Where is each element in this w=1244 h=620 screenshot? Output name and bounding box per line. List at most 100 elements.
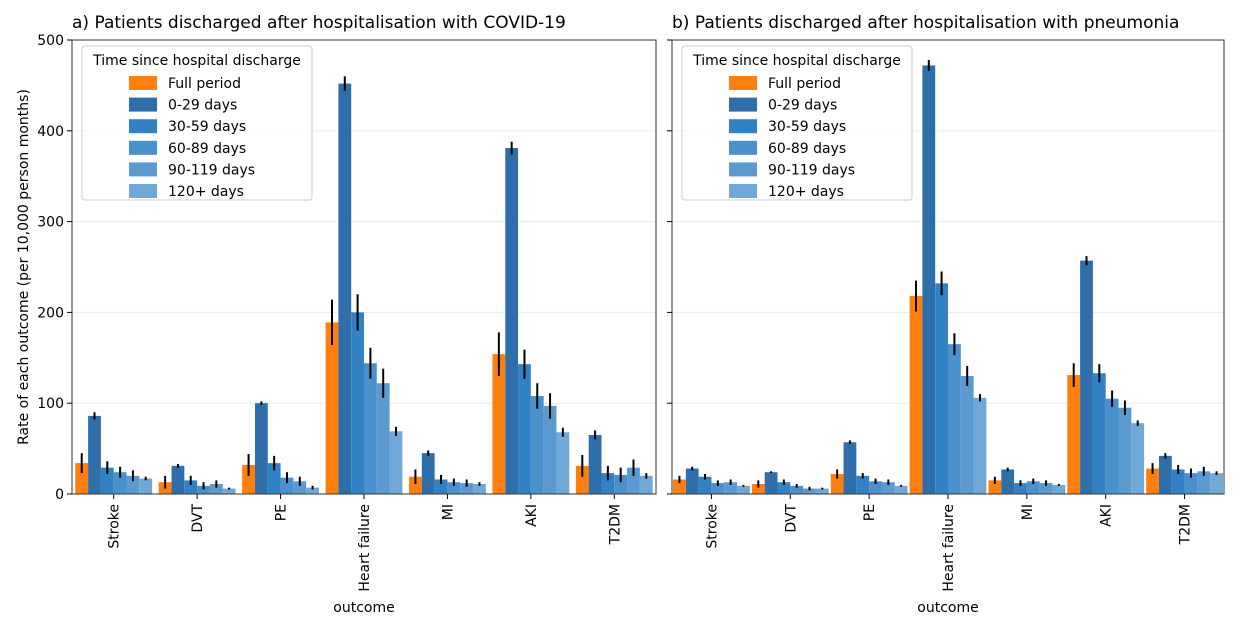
panel-a-bar <box>530 395 544 494</box>
panel-b-bar <box>988 480 1002 494</box>
panel-b-bar <box>1131 423 1145 494</box>
panel-b-legend-label: Full period <box>768 76 841 92</box>
panel-b-bar <box>764 472 778 494</box>
panel-b-bar <box>724 482 738 494</box>
panel-b-x-tick-label: AKI <box>1099 504 1115 527</box>
panel-a-bar <box>306 487 319 494</box>
panel-a-bar <box>113 472 127 494</box>
panel-a-x-axis-label: outcome <box>333 600 394 616</box>
panel-b-x-axis-label: outcome <box>917 600 978 616</box>
panel-a-legend-label: 30-59 days <box>168 119 246 135</box>
panel-a-bar <box>222 488 236 494</box>
panel-b-legend-title: Time since hospital discharge <box>692 53 901 69</box>
panel-a-bar <box>447 482 461 494</box>
panel-b-bar <box>1039 483 1053 494</box>
panel-b-bar <box>909 296 923 494</box>
panel-b-legend-label: 60-89 days <box>768 141 846 157</box>
panel-a-bar <box>505 148 519 494</box>
panel-a-legend-swatch <box>129 184 157 198</box>
panel-b-bar <box>948 344 961 494</box>
panel-b-bar <box>1158 455 1172 494</box>
panel-a-y-tick-label: 300 <box>37 215 64 231</box>
y-axis-label: Rate of each outcome (per 10,000 person … <box>16 89 32 445</box>
panel-a-legend-swatch <box>129 97 157 112</box>
panel-b-bar <box>1210 473 1223 494</box>
panel-a-bar <box>267 463 281 494</box>
panel-a-bar <box>639 475 653 494</box>
panel-a-legend-swatch <box>129 76 157 90</box>
panel-b-bar <box>881 482 895 494</box>
panel-a-bar <box>100 467 114 494</box>
panel-b-bar <box>1052 484 1066 494</box>
panel-b-bar <box>1014 483 1027 494</box>
panel-b-bar <box>1080 260 1093 494</box>
panel-a-y-tick-label: 100 <box>37 396 64 412</box>
panel-b-bar <box>685 468 699 494</box>
panel-b-x-tick-label: DVT <box>783 504 799 533</box>
panel-a-y-tick-label: 400 <box>37 124 64 140</box>
panel-b-bar <box>973 397 987 494</box>
panel-b-bar <box>673 479 686 494</box>
panel-a-bar <box>421 453 435 494</box>
panel-a-bar <box>601 473 615 494</box>
panel-b-legend-label: 30-59 days <box>768 119 846 135</box>
panel-a-bar <box>197 485 210 494</box>
panel-a-x-tick-label: AKI <box>524 504 540 527</box>
panel-b-bar <box>803 488 816 494</box>
panel-b-legend-swatch <box>729 97 757 112</box>
panel-b-bar <box>751 484 765 494</box>
panel-b-bar <box>830 474 844 494</box>
panel-b-bar <box>869 481 882 494</box>
panel-a-x-tick-label: MI <box>440 504 456 520</box>
panel-b-bar <box>711 483 725 494</box>
panel-a-y-tick-label: 0 <box>55 487 64 503</box>
panel-a-bar <box>473 484 486 494</box>
panel-a-y-tick-label: 500 <box>37 33 64 49</box>
panel-a-x-tick-label: Stroke <box>107 504 123 549</box>
panel-b-bar <box>1001 469 1015 494</box>
panel-a-bar <box>325 322 339 494</box>
panel-a-bar <box>434 479 448 494</box>
panel-a-legend-label: 60-89 days <box>168 141 246 157</box>
panel-a-bar <box>75 463 89 494</box>
panel-b-bar <box>1067 375 1081 494</box>
panel-a-legend-label: 0-29 days <box>168 98 237 114</box>
panel-b-bar <box>960 375 974 494</box>
panel-b-bar <box>1171 469 1185 494</box>
panel-a-legend-label: 120+ days <box>168 184 244 200</box>
panel-a-bar <box>575 465 589 494</box>
panel-a-legend-swatch <box>129 162 157 177</box>
panel-a-bar <box>556 432 570 494</box>
panel-a-bar <box>126 475 140 494</box>
panel-b-title: b) Patients discharged after hospitalisa… <box>672 13 1179 33</box>
panel-a-bar <box>184 480 198 494</box>
panel-b-bar <box>698 476 712 494</box>
panel-b-bar <box>1092 373 1106 494</box>
panel-b-bar <box>1105 398 1119 494</box>
panel-a-legend-swatch <box>129 140 157 155</box>
panel-a-bar <box>242 464 255 494</box>
panel-a-bar <box>614 474 628 494</box>
panel-a-legend-swatch <box>129 119 157 134</box>
panel-b-legend-label: 90-119 days <box>768 162 855 178</box>
panel-a-bar <box>376 383 390 494</box>
panel-a-bar <box>139 478 153 494</box>
panel-a-bar <box>88 415 101 494</box>
panel-a-bar <box>280 477 294 494</box>
panel-a-bar <box>588 434 602 494</box>
panel-a-x-tick-label: PE <box>274 504 290 521</box>
panel-a-bar <box>293 481 307 494</box>
panel-b-bar <box>1026 481 1040 494</box>
panel-b-bar <box>790 485 804 494</box>
panel-a-bar <box>409 476 422 494</box>
panel-b-legend-swatch <box>729 119 757 134</box>
panel-b: b) Patients discharged after hospitalisa… <box>667 13 1225 616</box>
panel-a-bar <box>460 483 474 494</box>
panel-b-x-tick-label: MI <box>1020 504 1036 520</box>
panel-a-y-tick-label: 200 <box>37 305 64 321</box>
panel-a: a) Patients discharged after hospitalisa… <box>16 13 657 616</box>
panel-b-bar <box>843 442 857 494</box>
panel-a-x-tick-label: T2DM <box>607 504 623 545</box>
